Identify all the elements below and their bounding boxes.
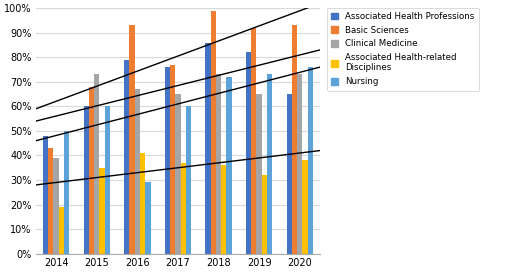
Bar: [292, 25, 297, 254]
Bar: [308, 67, 313, 254]
Bar: [287, 94, 292, 254]
Bar: [64, 131, 69, 254]
Bar: [175, 94, 180, 254]
Bar: [135, 89, 140, 254]
Bar: [211, 11, 216, 254]
Bar: [105, 106, 110, 254]
Bar: [221, 165, 227, 254]
Bar: [83, 106, 89, 254]
Bar: [140, 153, 145, 254]
Bar: [165, 67, 170, 254]
Bar: [302, 160, 308, 254]
Bar: [216, 75, 221, 254]
Bar: [251, 28, 257, 254]
Bar: [53, 158, 59, 254]
Bar: [94, 75, 100, 254]
Legend: Associated Health Professions, Basic Sciences, Clinical Medicine, Associated Hea: Associated Health Professions, Basic Sci…: [327, 8, 479, 91]
Bar: [170, 65, 175, 254]
Bar: [262, 175, 267, 254]
Bar: [100, 168, 105, 254]
Bar: [227, 77, 232, 254]
Bar: [89, 87, 94, 254]
Bar: [59, 207, 64, 254]
Bar: [124, 60, 130, 254]
Bar: [267, 75, 272, 254]
Bar: [43, 136, 48, 254]
Bar: [297, 75, 302, 254]
Bar: [257, 94, 262, 254]
Bar: [186, 106, 191, 254]
Bar: [130, 25, 135, 254]
Bar: [180, 163, 186, 254]
Bar: [145, 183, 150, 254]
Bar: [246, 52, 251, 254]
Bar: [205, 42, 211, 254]
Bar: [48, 148, 53, 254]
